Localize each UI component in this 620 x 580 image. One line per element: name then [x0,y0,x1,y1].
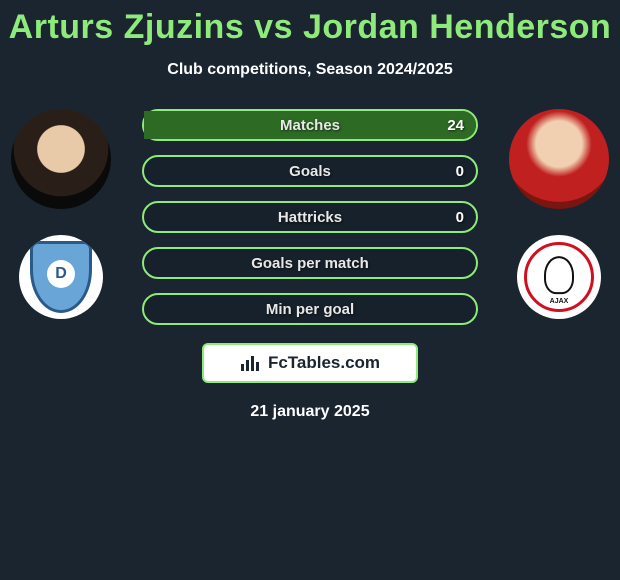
comparison-row: Matches 24 Goals 0 Hattricks 0 Goals per match… [0,109,620,325]
branding-text: FcTables.com [268,353,380,373]
page-title: Arturs Zjuzins vs Jordan Henderson [0,0,620,47]
player-right-column [504,109,614,319]
shield-icon [30,241,92,313]
player-right-photo [509,109,609,209]
bar-chart-icon [240,354,262,372]
player-left-column [6,109,116,319]
portrait-placeholder-icon [509,109,609,209]
stat-bar: Matches 24 [142,109,478,141]
stat-label: Goals per match [251,255,369,272]
stat-bar: Hattricks 0 [142,201,478,233]
club-right-logo [517,235,601,319]
stat-label: Hattricks [278,209,342,226]
date-line: 21 january 2025 [0,403,620,421]
stat-value-right: 24 [447,117,464,134]
club-left-logo [19,235,103,319]
stat-label: Goals [289,163,331,180]
subtitle: Club competitions, Season 2024/2025 [0,61,620,79]
stat-bar: Min per goal [142,293,478,325]
stat-value-right: 0 [456,209,464,226]
stat-label: Matches [280,117,340,134]
stat-bar: Goals 0 [142,155,478,187]
ajax-icon [524,242,594,312]
stat-bar: Goals per match [142,247,478,279]
player-left-photo [11,109,111,209]
stats-column: Matches 24 Goals 0 Hattricks 0 Goals per match… [116,109,504,325]
portrait-placeholder-icon [11,109,111,209]
stat-label: Min per goal [266,301,354,318]
branding-badge: FcTables.com [202,343,418,383]
stat-value-right: 0 [456,163,464,180]
